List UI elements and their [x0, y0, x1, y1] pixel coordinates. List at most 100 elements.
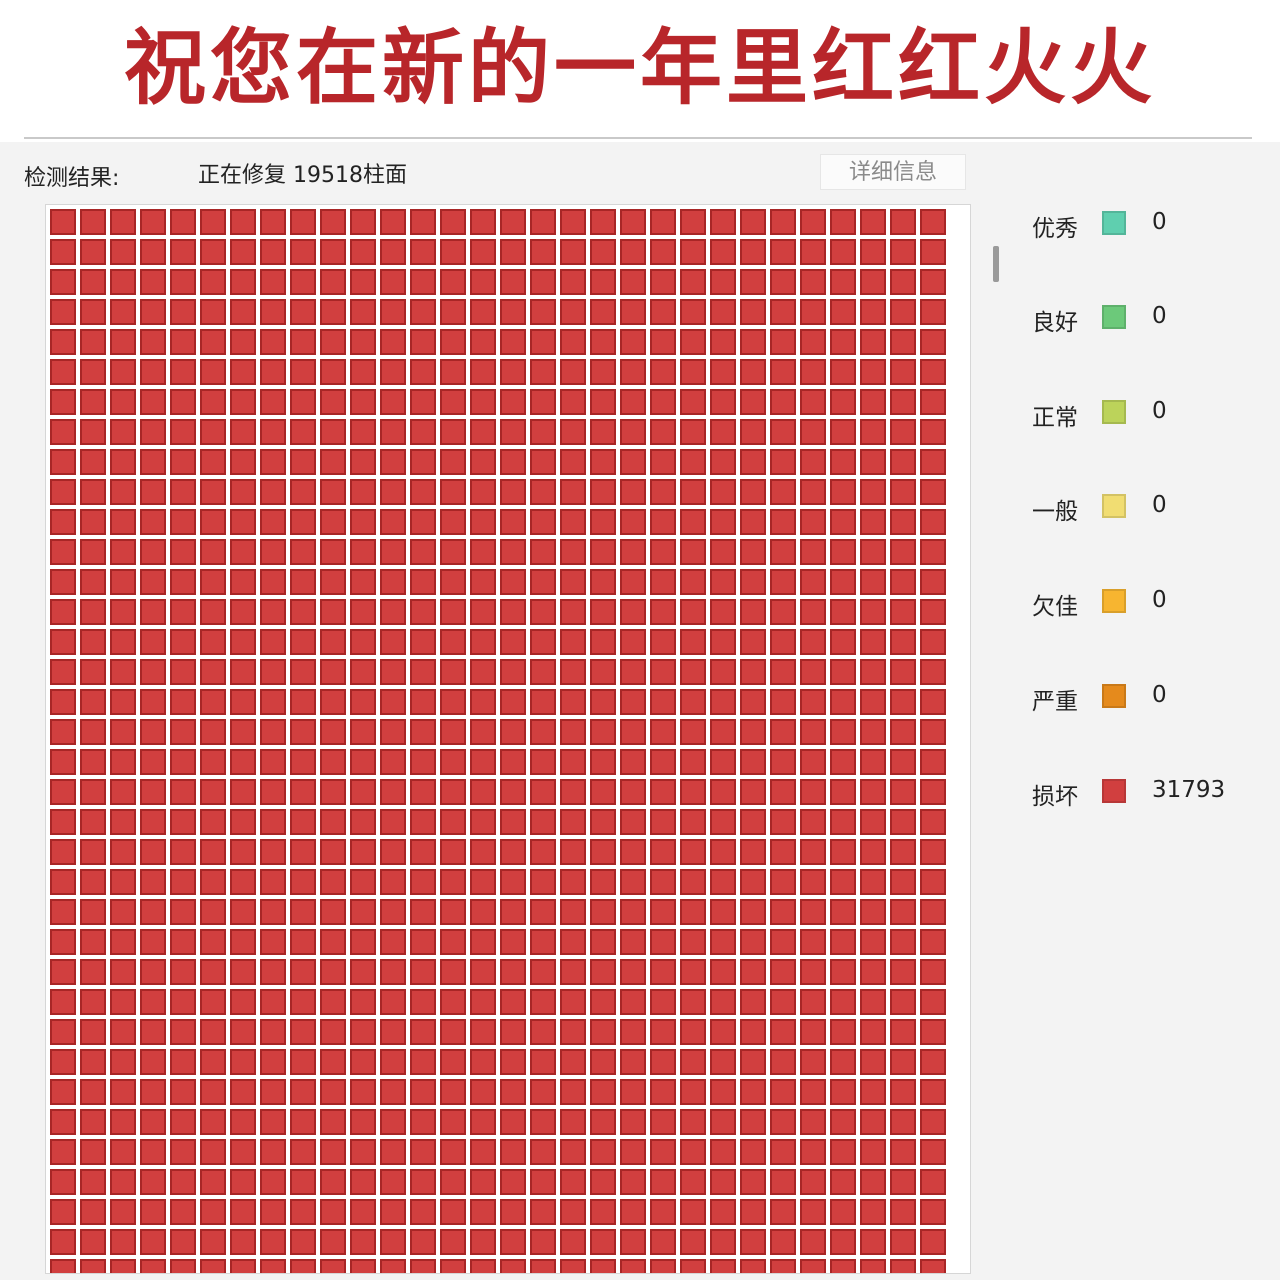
- block-cell: [320, 509, 346, 535]
- block-cell: [350, 1019, 376, 1045]
- block-cell: [800, 749, 826, 775]
- block-cell: [830, 569, 856, 595]
- block-cell: [320, 1049, 346, 1075]
- block-cell: [80, 329, 106, 355]
- block-cell: [650, 899, 676, 925]
- block-cell: [560, 1229, 586, 1255]
- block-cell: [260, 809, 286, 835]
- block-cell: [920, 899, 946, 925]
- block-cell: [110, 719, 136, 745]
- block-cell: [740, 1079, 766, 1105]
- repair-status-text: 正在修复 19518柱面: [198, 163, 407, 188]
- block-cell: [470, 209, 496, 235]
- block-cell: [110, 1229, 136, 1255]
- block-cell: [80, 629, 106, 655]
- block-cell: [230, 389, 256, 415]
- block-cell: [590, 329, 616, 355]
- block-cell: [590, 269, 616, 295]
- block-cell: [920, 299, 946, 325]
- block-cell: [500, 839, 526, 865]
- block-cell: [230, 329, 256, 355]
- block-cell: [110, 1079, 136, 1105]
- legend-swatch: [1102, 211, 1126, 235]
- block-cell: [380, 209, 406, 235]
- block-cell: [410, 509, 436, 535]
- block-cell: [140, 359, 166, 385]
- block-cell: [200, 359, 226, 385]
- block-cell: [890, 959, 916, 985]
- block-cell: [800, 509, 826, 535]
- block-cell: [860, 239, 886, 265]
- block-cell: [440, 359, 466, 385]
- block-cell: [80, 1079, 106, 1105]
- block-cell: [680, 1079, 706, 1105]
- block-cell: [170, 449, 196, 475]
- block-cell: [290, 539, 316, 565]
- block-cell: [800, 419, 826, 445]
- block-cell: [800, 839, 826, 865]
- block-cell: [110, 569, 136, 595]
- legend-swatch: [1102, 589, 1126, 613]
- block-cell: [380, 1259, 406, 1273]
- block-cell: [770, 899, 796, 925]
- block-cell: [860, 449, 886, 475]
- details-button[interactable]: 详细信息: [820, 154, 966, 190]
- block-cell: [530, 1229, 556, 1255]
- block-cell: [650, 959, 676, 985]
- block-cell: [680, 749, 706, 775]
- block-cell: [290, 929, 316, 955]
- block-cell: [140, 569, 166, 595]
- block-cell: [860, 1079, 886, 1105]
- block-cell: [650, 1109, 676, 1135]
- block-cell: [860, 959, 886, 985]
- block-cell: [320, 899, 346, 925]
- block-cell: [170, 749, 196, 775]
- block-cell: [80, 1019, 106, 1045]
- scrollbar-thumb[interactable]: [993, 246, 999, 282]
- block-cell: [170, 1049, 196, 1075]
- block-cell: [260, 449, 286, 475]
- block-cell: [920, 539, 946, 565]
- block-cell: [470, 539, 496, 565]
- block-cell: [320, 839, 346, 865]
- block-cell: [470, 479, 496, 505]
- legend-label: 一般: [1032, 499, 1078, 525]
- block-cell: [530, 419, 556, 445]
- block-cell: [290, 899, 316, 925]
- block-cell: [50, 359, 76, 385]
- block-cell: [500, 749, 526, 775]
- block-cell: [290, 1139, 316, 1165]
- block-cell: [140, 209, 166, 235]
- block-cell: [440, 299, 466, 325]
- block-cell: [560, 629, 586, 655]
- block-cell: [170, 239, 196, 265]
- block-cell: [650, 989, 676, 1015]
- block-cell: [110, 629, 136, 655]
- block-cell: [680, 239, 706, 265]
- block-cell: [920, 1019, 946, 1045]
- block-cell: [200, 719, 226, 745]
- block-cell: [260, 839, 286, 865]
- block-cell: [140, 479, 166, 505]
- block-cell: [290, 269, 316, 295]
- block-cell: [110, 659, 136, 685]
- legend-swatch: [1102, 400, 1126, 424]
- block-cell: [860, 779, 886, 805]
- block-cell: [290, 299, 316, 325]
- divider-line: [24, 137, 1252, 139]
- block-cell: [860, 1139, 886, 1165]
- block-cell: [350, 1199, 376, 1225]
- block-cell: [320, 569, 346, 595]
- block-cell: [710, 1049, 736, 1075]
- block-cell: [110, 809, 136, 835]
- block-cell: [800, 929, 826, 955]
- block-cell: [500, 1199, 526, 1225]
- block-cell: [350, 419, 376, 445]
- block-cell: [680, 209, 706, 235]
- block-cell: [830, 869, 856, 895]
- block-cell: [590, 509, 616, 535]
- block-cell: [710, 779, 736, 805]
- block-cell: [560, 809, 586, 835]
- block-cell: [50, 719, 76, 745]
- block-cell: [890, 269, 916, 295]
